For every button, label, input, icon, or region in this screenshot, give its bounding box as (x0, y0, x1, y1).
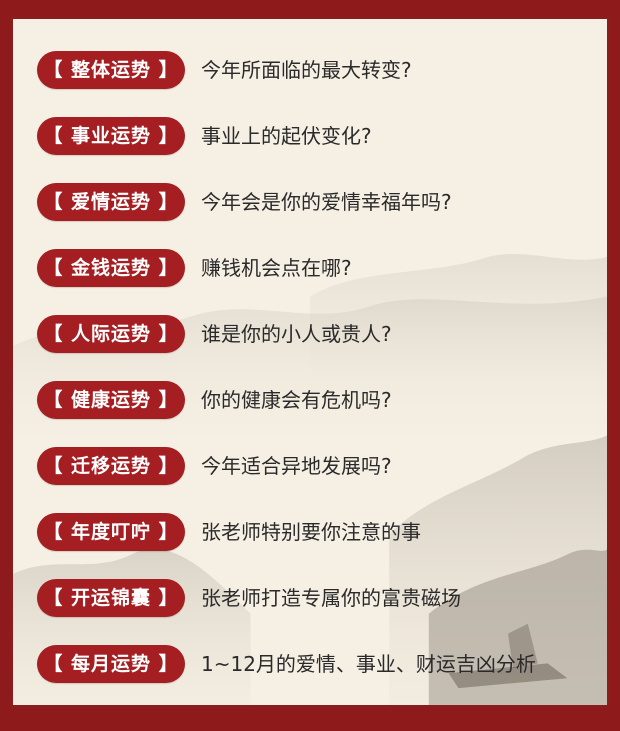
category-badge: 【 健康运势 】 (37, 381, 185, 419)
item-description: 今年适合异地发展吗? (201, 454, 392, 478)
item-description: 赚钱机会点在哪? (201, 256, 352, 280)
item-description: 张老师打造专属你的富贵磁场 (201, 586, 461, 610)
category-badge: 【 每月运势 】 (37, 645, 185, 683)
item-description: 事业上的起伏变化? (201, 124, 372, 148)
item-description: 今年会是你的爱情幸福年吗? (201, 190, 452, 214)
category-badge: 【 事业运势 】 (37, 117, 185, 155)
category-badge: 【 开运锦囊 】 (37, 579, 185, 617)
list-item: 【 开运锦囊 】 张老师打造专属你的富贵磁场 (13, 575, 607, 619)
category-badge: 【 人际运势 】 (37, 315, 185, 353)
list-item: 【 整体运势 】 今年所面临的最大转变? (13, 47, 607, 91)
list-item: 【 迁移运势 】 今年适合异地发展吗? (13, 443, 607, 487)
fortune-card: 【 整体运势 】 今年所面临的最大转变? 【 事业运势 】 事业上的起伏变化? … (10, 16, 610, 708)
category-badge: 【 年度叮咛 】 (37, 513, 185, 551)
item-description: 今年所面临的最大转变? (201, 58, 412, 82)
category-badge: 【 迁移运势 】 (37, 447, 185, 485)
list-item: 【 爱情运势 】 今年会是你的爱情幸福年吗? (13, 179, 607, 223)
list-item: 【 金钱运势 】 赚钱机会点在哪? (13, 245, 607, 289)
list-item: 【 健康运势 】 你的健康会有危机吗? (13, 377, 607, 421)
item-description: 你的健康会有危机吗? (201, 388, 392, 412)
list-item: 【 事业运势 】 事业上的起伏变化? (13, 113, 607, 157)
category-badge: 【 爱情运势 】 (37, 183, 185, 221)
item-description: 谁是你的小人或贵人? (201, 322, 392, 346)
category-badge: 【 整体运势 】 (37, 51, 185, 89)
list-item: 【 每月运势 】 1~12月的爱情、事业、财运吉凶分析 (13, 641, 607, 685)
item-description: 1~12月的爱情、事业、财运吉凶分析 (201, 652, 536, 676)
list-item: 【 人际运势 】 谁是你的小人或贵人? (13, 311, 607, 355)
fortune-list: 【 整体运势 】 今年所面临的最大转变? 【 事业运势 】 事业上的起伏变化? … (13, 19, 607, 705)
category-badge: 【 金钱运势 】 (37, 249, 185, 287)
list-item: 【 年度叮咛 】 张老师特别要你注意的事 (13, 509, 607, 553)
item-description: 张老师特别要你注意的事 (201, 520, 421, 544)
